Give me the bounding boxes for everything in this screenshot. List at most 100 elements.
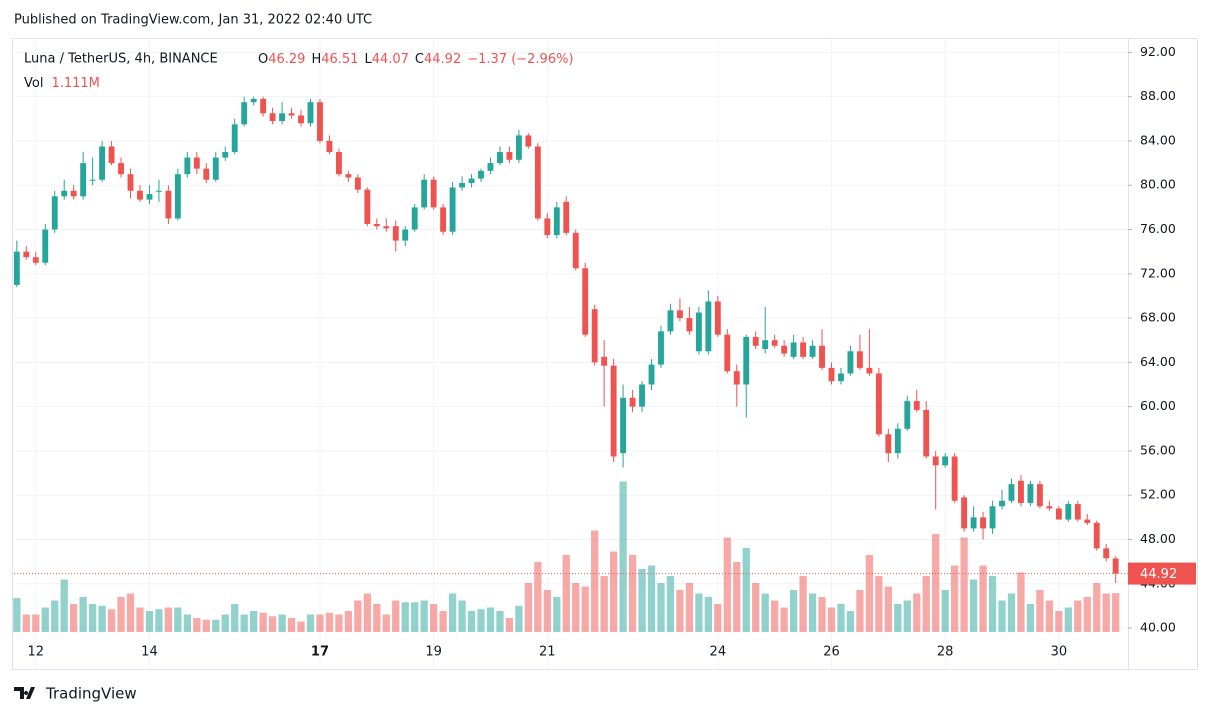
candle-body: [980, 517, 987, 529]
candle-body: [885, 434, 892, 454]
candle-body: [790, 342, 797, 357]
candle-body: [762, 340, 769, 350]
volume-bar: [827, 607, 836, 632]
volume-bar: [562, 555, 570, 632]
volume-bar: [60, 579, 68, 632]
y-tick-label: 92.00: [1140, 44, 1176, 59]
candle-body: [695, 312, 702, 352]
candle-body: [307, 102, 314, 124]
candle-body: [1036, 484, 1043, 507]
volume-bar: [581, 586, 589, 632]
candle-body: [629, 397, 636, 407]
volume-bar: [335, 614, 343, 632]
volume-bar: [856, 590, 864, 632]
candle-body: [1008, 484, 1015, 501]
candle-body: [572, 232, 579, 269]
candle-body: [771, 340, 778, 346]
volume-bar: [392, 600, 400, 632]
volume-bar: [1036, 590, 1044, 632]
volume-bar: [676, 590, 684, 632]
volume-bar: [505, 618, 514, 632]
change: −1.37 (−2.96%): [467, 52, 573, 67]
y-tick-label: 72.00: [1140, 265, 1176, 280]
volume-bar: [714, 604, 722, 632]
candle-body: [13, 251, 20, 285]
volume-bar: [609, 551, 618, 632]
candle-body: [430, 179, 437, 208]
volume-bar: [1026, 604, 1035, 632]
volume-bar: [846, 611, 855, 632]
volume-bar: [183, 614, 191, 632]
volume-bar: [515, 605, 523, 632]
volume-bar: [467, 611, 476, 632]
candle-body: [856, 351, 863, 368]
volume-bar: [1045, 600, 1054, 632]
candle-body: [515, 135, 522, 160]
ohlc-value: 44.07: [372, 52, 409, 67]
volume-bar: [411, 602, 419, 632]
volume-bar: [70, 604, 78, 632]
candle-body: [411, 207, 418, 230]
volume-bar: [221, 614, 229, 632]
y-tick-label: 52.00: [1140, 487, 1176, 502]
x-tick-label: 12: [28, 645, 45, 660]
candle-body: [1027, 484, 1034, 503]
volume-bar: [789, 590, 798, 632]
volume-bar: [941, 590, 949, 632]
volume-bar: [240, 614, 248, 632]
candle-body: [525, 135, 532, 147]
volume-bar: [913, 593, 921, 632]
volume-bar: [1083, 597, 1091, 632]
volume-bar: [780, 607, 788, 632]
ohlc-letter: O: [258, 52, 268, 67]
volume-bar: [174, 607, 182, 632]
candle-body: [269, 113, 276, 122]
candle-body: [421, 179, 428, 208]
ohlc-letter: H: [311, 52, 321, 67]
volume-bar: [193, 618, 201, 632]
candle-body: [317, 102, 323, 141]
candle-body: [809, 345, 816, 357]
candle-body: [392, 226, 399, 241]
candle-body: [989, 506, 996, 529]
candle-body: [828, 367, 835, 382]
ohlc-letter: L: [364, 52, 372, 67]
grid: [14, 38, 1128, 669]
symbol: Luna / TetherUS, 4h, BINANCE: [24, 52, 218, 67]
candle-body: [913, 401, 920, 410]
candle-body: [800, 342, 807, 357]
candle-body: [402, 229, 409, 241]
candle-body: [648, 364, 655, 385]
x-tick-label: 26: [823, 645, 840, 660]
volume-bar: [145, 611, 154, 632]
published: Published on TradingView.com, Jan 31, 20…: [14, 13, 372, 28]
candle-body: [534, 146, 541, 219]
volume-bar: [278, 614, 286, 632]
volume-bar: [988, 576, 997, 632]
volume-bar: [420, 600, 428, 632]
candle-body: [345, 174, 352, 178]
y-tick-label: 40.00: [1140, 620, 1176, 635]
candle-body: [970, 517, 977, 529]
candle-body: [894, 428, 901, 454]
candle-body: [1084, 519, 1091, 523]
volume-bar: [771, 600, 779, 632]
candle-body: [658, 331, 664, 365]
volume-bar: [430, 604, 438, 632]
volume-bar: [704, 597, 712, 632]
candle-body: [288, 113, 295, 116]
volume-bar: [354, 600, 362, 632]
ohlc-letter: C: [415, 52, 424, 67]
volume-bar: [98, 605, 106, 632]
volume-bar: [922, 576, 930, 632]
candle-body: [961, 497, 968, 529]
volume-bar: [723, 537, 731, 632]
candle-body: [1046, 506, 1053, 509]
candle-body: [1093, 522, 1100, 549]
volume-bar: [884, 586, 892, 632]
volume-bar: [439, 611, 447, 632]
candle-body: [449, 187, 456, 232]
volume-bar: [808, 593, 817, 632]
candle-body: [326, 140, 333, 153]
